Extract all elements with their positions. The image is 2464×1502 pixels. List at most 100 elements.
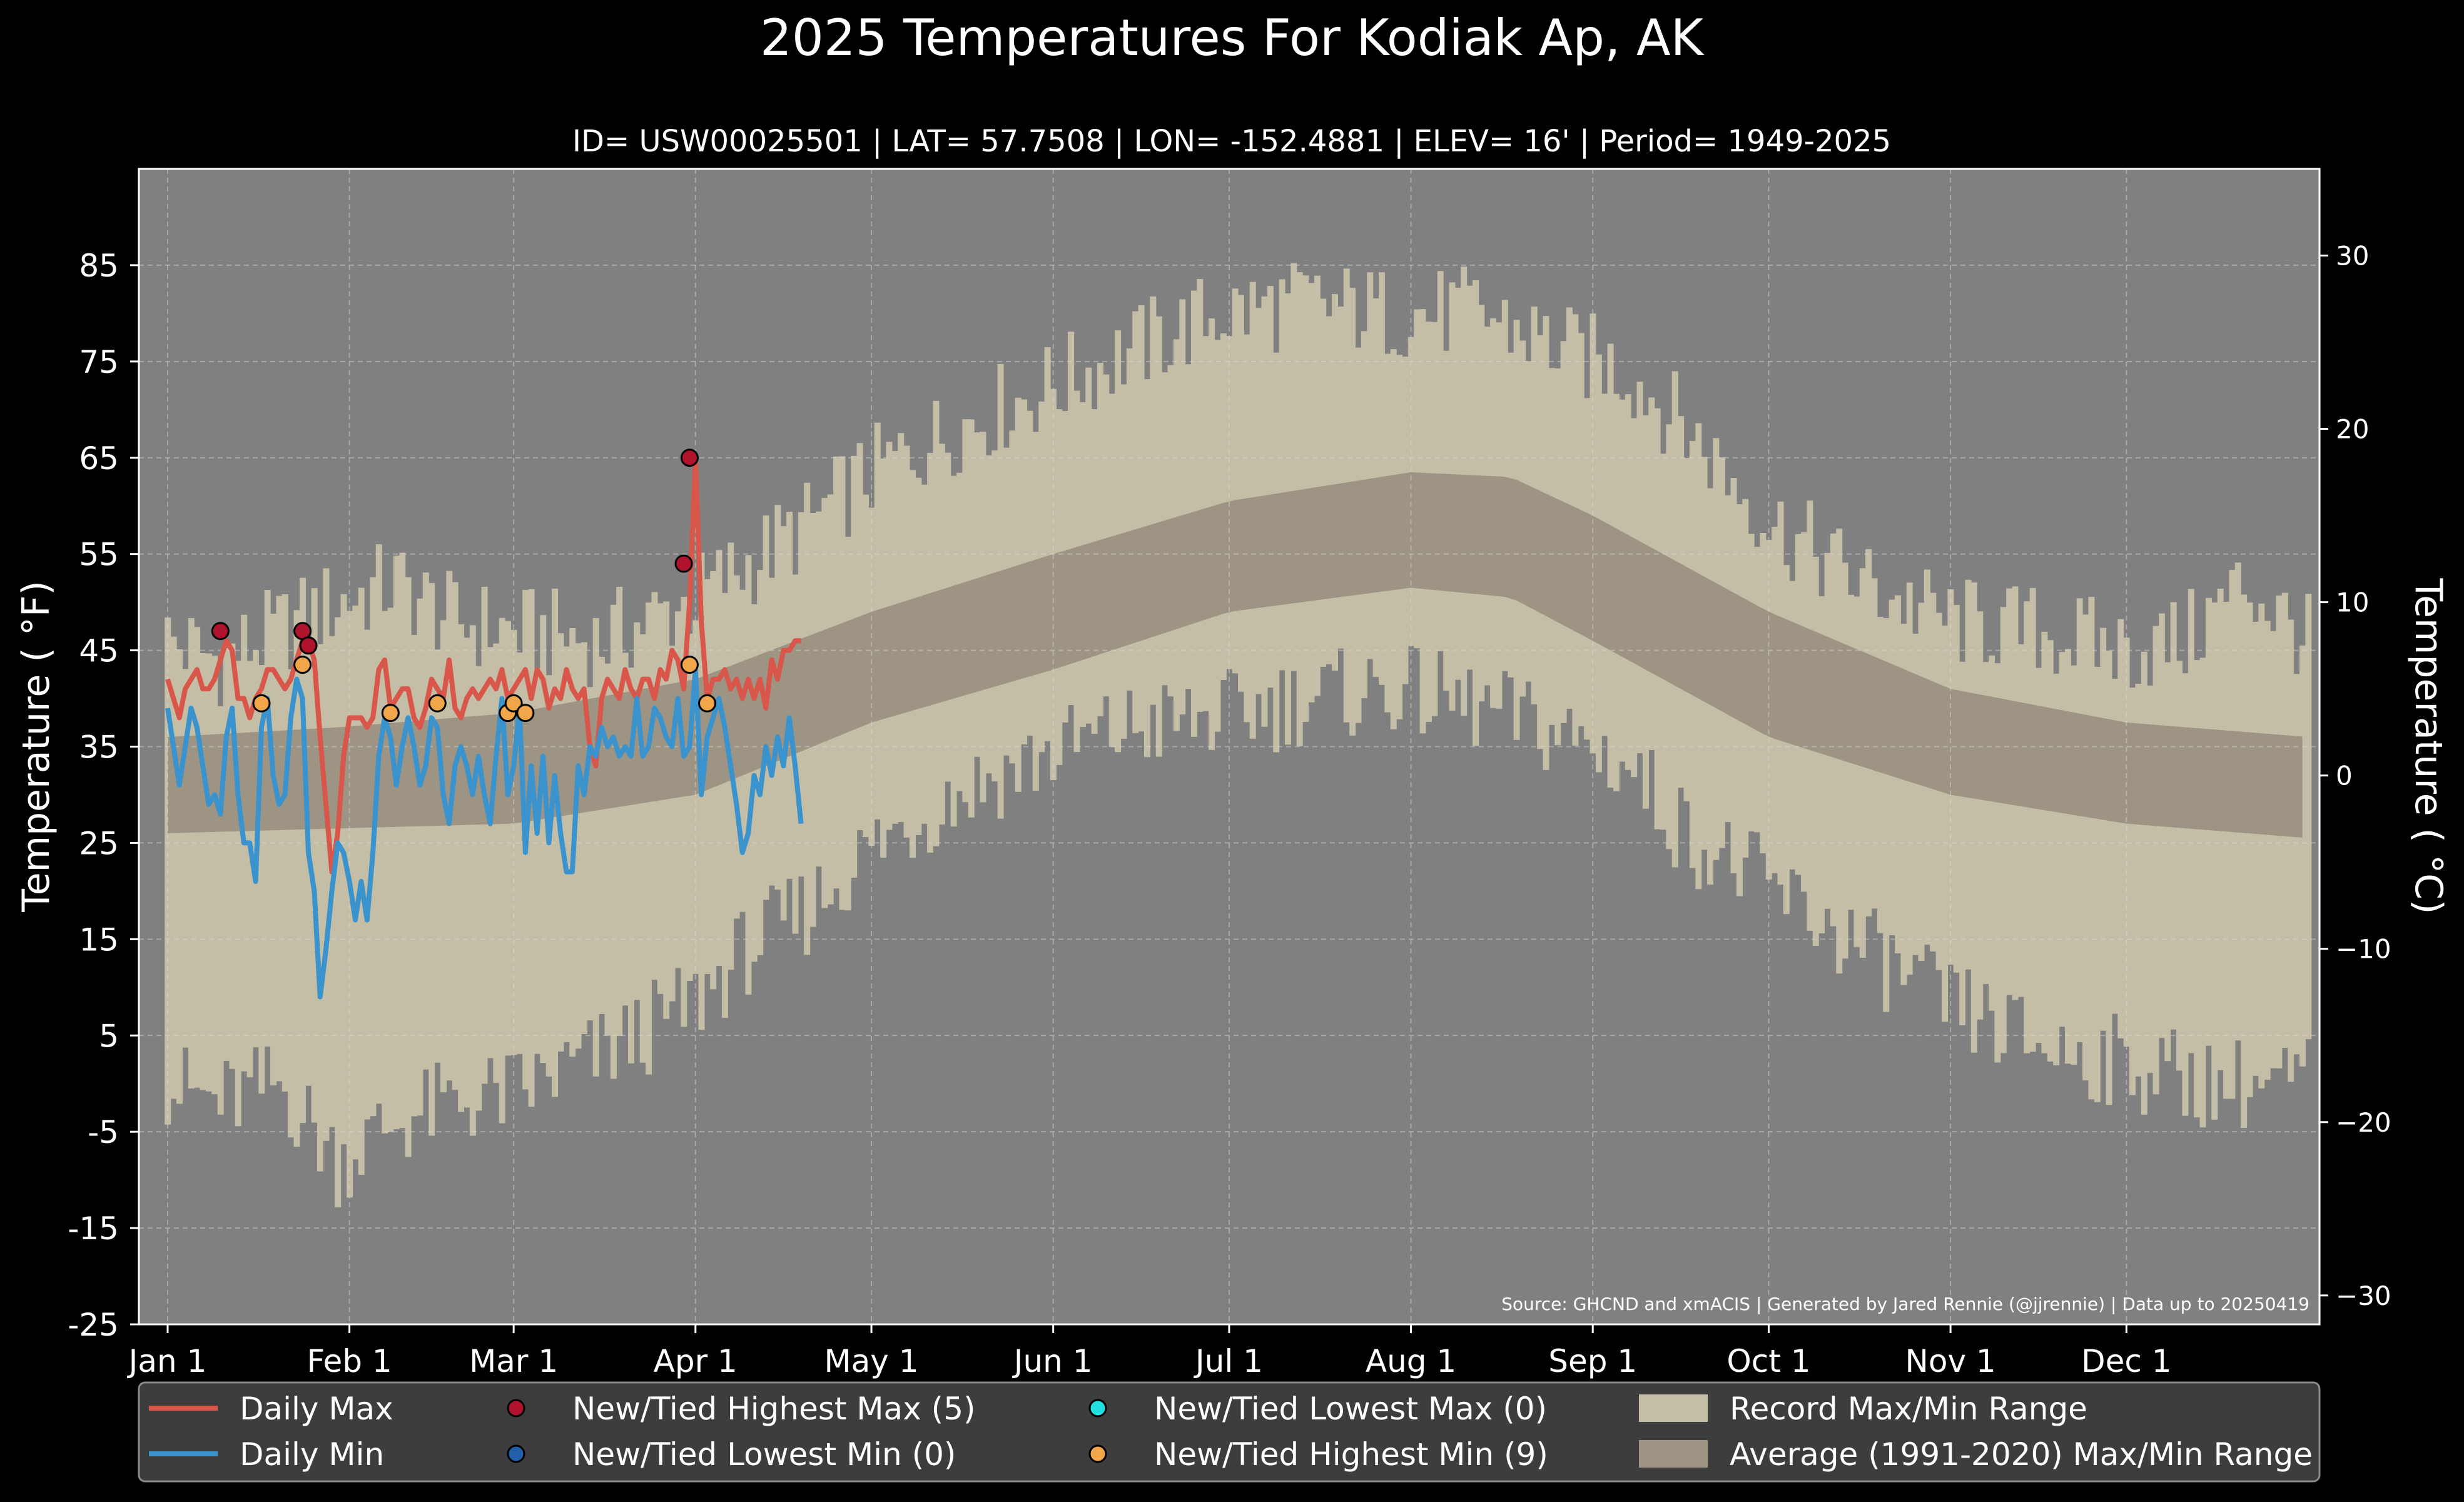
record-range-bar — [2088, 597, 2095, 1100]
record-range-bar — [323, 568, 330, 1141]
record-range-bar — [2071, 665, 2077, 1065]
highest-min-marker — [381, 704, 400, 723]
record-range-bar — [1942, 625, 1949, 1022]
x-tick-label: Sep 1 — [1548, 1343, 1637, 1379]
record-range-bar — [1314, 275, 1321, 696]
record-range-bar — [281, 594, 288, 1092]
record-range-bar — [669, 645, 676, 1002]
record-range-bar — [634, 622, 641, 1000]
record-range-bar — [2123, 637, 2130, 1047]
legend-swatch-marker — [1088, 1399, 1107, 1418]
record-range-bar — [2000, 607, 2007, 1053]
legend-label: New/Tied Lowest Max (0) — [1154, 1391, 1547, 1427]
record-range-bar — [346, 611, 353, 1198]
y-tick-label: 15 — [79, 921, 119, 958]
record-range-bar — [428, 583, 435, 1136]
source-note: Source: GHCND and xmACIS | Generated by … — [1501, 1294, 2309, 1314]
record-range-bar — [1279, 279, 1285, 671]
x-tick-label: Dec 1 — [2081, 1343, 2171, 1379]
record-range-bar — [417, 598, 423, 1116]
record-range-bar — [2258, 603, 2265, 1088]
record-range-bar — [1883, 617, 1890, 1012]
record-range-bar — [464, 637, 470, 1108]
y-tick-label: 75 — [79, 344, 119, 380]
highest-min-marker — [428, 694, 447, 713]
record-range-bar — [2152, 626, 2159, 1095]
y-tick-label-right: −20 — [2336, 1107, 2391, 1138]
record-range-bar — [721, 592, 728, 1018]
record-range-bar — [293, 610, 300, 1147]
y-axis-right: −30 −20 −10 0 10 20 30 — [2320, 241, 2391, 1311]
y-tick-label: -5 — [88, 1114, 119, 1150]
record-range-bar — [276, 596, 283, 1082]
record-range-bar — [499, 617, 505, 1124]
record-range-bar — [540, 615, 547, 1063]
record-range-bar — [2147, 685, 2154, 1073]
record-range-bar — [223, 648, 230, 1061]
record-range-bar — [552, 588, 559, 1097]
record-range-bar — [205, 653, 212, 1092]
record-range-bar — [646, 602, 652, 1075]
legend-label: New/Tied Highest Min (9) — [1154, 1436, 1548, 1473]
record-range-bar — [270, 614, 277, 1086]
record-range-bar — [1267, 286, 1274, 688]
record-range-bar — [2041, 631, 2048, 1053]
record-range-bar — [2182, 673, 2189, 1116]
record-range-bar — [510, 629, 517, 1055]
record-range-bar — [587, 687, 594, 1021]
record-range-bar — [1367, 272, 1374, 659]
record-range-bar — [622, 652, 629, 1006]
legend-label: Daily Max — [240, 1391, 393, 1427]
record-range-bar — [692, 620, 699, 974]
record-range-bar — [2024, 601, 2031, 1053]
record-range-bar — [2199, 657, 2206, 1128]
record-range-bar — [1320, 298, 1327, 667]
legend-label: New/Tied Highest Max (5) — [572, 1391, 976, 1427]
record-range-bar — [288, 669, 295, 1138]
record-range-bar — [2111, 679, 2118, 1014]
x-tick-label: Aug 1 — [1366, 1343, 1456, 1379]
record-range-bar — [545, 675, 552, 1077]
x-tick-label: Jan 1 — [127, 1343, 207, 1379]
record-range-bar — [182, 669, 189, 1048]
record-range-bar — [2288, 619, 2294, 1082]
record-range-bar — [176, 649, 183, 1104]
record-range-bar — [399, 552, 406, 1129]
record-range-bar — [469, 625, 476, 1136]
record-range-bar — [2059, 652, 2066, 1027]
record-range-bar — [2106, 650, 2112, 1105]
record-range-bar — [434, 649, 441, 1063]
record-range-bar — [2293, 674, 2300, 1055]
x-tick-label: Mar 1 — [469, 1343, 558, 1379]
highest-min-marker — [680, 656, 699, 674]
record-range-bar — [2229, 570, 2236, 1099]
record-range-bar — [1900, 624, 1907, 985]
record-range-bar — [592, 617, 599, 1077]
x-tick-label: May 1 — [824, 1343, 919, 1379]
record-range-bar — [2029, 587, 2036, 1052]
record-range-bar — [2082, 614, 2089, 1081]
y-tick-label-right: −10 — [2336, 934, 2391, 965]
x-tick-label: Feb 1 — [307, 1343, 392, 1379]
record-range-bar — [246, 661, 253, 1078]
legend-swatch-marker — [507, 1399, 525, 1418]
record-range-bar — [487, 647, 494, 1058]
record-range-bar — [311, 588, 318, 1123]
legend: Daily Max Daily Min New/Tied Highest Max (… — [149, 1391, 2313, 1473]
y-tick-label-right: 30 — [2336, 241, 2369, 271]
legend-swatch-marker — [507, 1444, 525, 1463]
record-range-bar — [2117, 619, 2124, 1038]
record-range-bar — [599, 656, 606, 1014]
record-range-bar — [745, 555, 752, 995]
x-tick-label: Jul 1 — [1194, 1343, 1263, 1379]
record-range-bar — [1959, 661, 1966, 1025]
legend-label: Daily Min — [240, 1436, 384, 1473]
record-range-bar — [2176, 661, 2183, 1071]
highest-min-marker — [504, 694, 523, 713]
highest-max-marker — [211, 622, 230, 641]
y-tick-label: 55 — [79, 537, 119, 573]
record-range-bar — [610, 604, 617, 1079]
record-range-bar — [1437, 271, 1444, 652]
record-range-bar — [528, 589, 535, 1107]
record-markers — [211, 449, 717, 723]
